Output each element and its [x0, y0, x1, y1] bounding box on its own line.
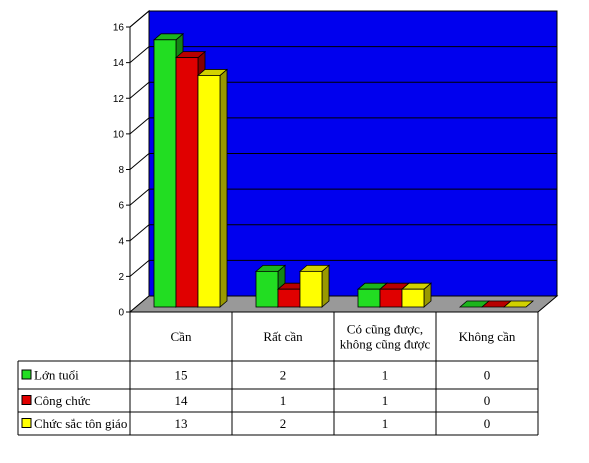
y-tick-label: 16	[113, 23, 125, 34]
table-value: 1	[280, 393, 287, 408]
gridline	[129, 81, 557, 99]
category-label: Không cần	[459, 329, 516, 344]
gridline	[129, 46, 557, 64]
bar-front	[299, 270, 323, 308]
table-value: 14	[175, 393, 189, 408]
gridline	[129, 259, 557, 277]
table-value: 1	[382, 368, 389, 383]
category-label: Rất cần	[263, 329, 303, 344]
category-label: không cũng được	[340, 337, 431, 352]
bar-front	[153, 39, 177, 308]
legend-label: Công chức	[34, 393, 91, 408]
table-value: 2	[280, 416, 287, 431]
y-tick-label: 14	[113, 58, 125, 69]
table-value: 2	[280, 368, 287, 383]
category-label: Có cũng được,	[347, 322, 423, 337]
gridline	[129, 117, 557, 135]
bar-front	[175, 57, 199, 308]
table-value: 1	[382, 393, 389, 408]
y-tick-label: 12	[113, 94, 125, 105]
bar-side	[321, 264, 330, 308]
bar-front	[379, 288, 403, 308]
bar	[400, 282, 433, 308]
gridline	[129, 224, 557, 242]
category-label: Cần	[171, 329, 192, 344]
y-tick-label: 10	[113, 129, 125, 140]
bar	[196, 68, 229, 308]
bar	[502, 300, 535, 308]
y-tick-label: 0	[118, 308, 124, 319]
legend-label: Lớn tuổi	[34, 368, 79, 383]
y-tick-label: 6	[118, 201, 124, 212]
table-value: 0	[484, 416, 491, 431]
table-value: 0	[484, 393, 491, 408]
gridline	[129, 10, 557, 28]
legend-swatch	[21, 395, 32, 405]
bar-front	[255, 270, 279, 308]
legend-swatch	[21, 418, 32, 428]
table-value: 13	[175, 416, 188, 431]
bar-top	[502, 300, 535, 308]
legend-swatch	[21, 369, 32, 380]
y-tick-label: 2	[118, 272, 124, 283]
bar-side	[219, 68, 228, 308]
bar-front	[401, 288, 425, 308]
legend-label: Chức sắc tôn giáo	[34, 416, 127, 431]
gridline	[129, 188, 557, 206]
bar-front	[277, 288, 301, 308]
y-tick-label: 4	[118, 236, 124, 247]
bar	[298, 264, 331, 308]
plot-floor	[128, 295, 559, 313]
table-value: 15	[175, 368, 188, 383]
bar-front	[357, 288, 381, 308]
bar-front	[197, 75, 221, 308]
y-tick-label: 8	[118, 165, 124, 176]
table-value: 1	[382, 416, 389, 431]
table-value: 0	[484, 368, 491, 383]
gridline	[129, 153, 557, 170]
